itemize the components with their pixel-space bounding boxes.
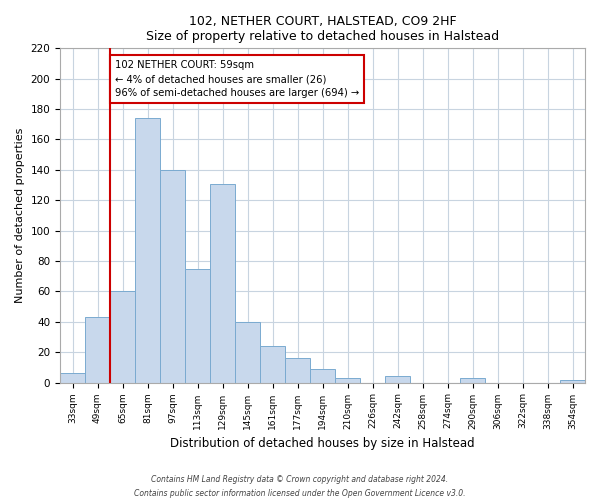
- Y-axis label: Number of detached properties: Number of detached properties: [15, 128, 25, 303]
- Bar: [210, 184, 235, 382]
- Bar: [185, 268, 210, 382]
- Bar: [285, 358, 310, 382]
- Bar: [460, 378, 485, 382]
- Bar: [335, 378, 360, 382]
- Bar: [85, 317, 110, 382]
- Bar: [310, 369, 335, 382]
- Bar: [160, 170, 185, 382]
- Text: 102 NETHER COURT: 59sqm
← 4% of detached houses are smaller (26)
96% of semi-det: 102 NETHER COURT: 59sqm ← 4% of detached…: [115, 60, 359, 98]
- Bar: [560, 380, 585, 382]
- Bar: [260, 346, 285, 383]
- Bar: [135, 118, 160, 382]
- Bar: [60, 374, 85, 382]
- Bar: [235, 322, 260, 382]
- Bar: [110, 292, 135, 382]
- Text: Contains HM Land Registry data © Crown copyright and database right 2024.
Contai: Contains HM Land Registry data © Crown c…: [134, 476, 466, 498]
- X-axis label: Distribution of detached houses by size in Halstead: Distribution of detached houses by size …: [170, 437, 475, 450]
- Title: 102, NETHER COURT, HALSTEAD, CO9 2HF
Size of property relative to detached house: 102, NETHER COURT, HALSTEAD, CO9 2HF Siz…: [146, 15, 499, 43]
- Bar: [385, 376, 410, 382]
